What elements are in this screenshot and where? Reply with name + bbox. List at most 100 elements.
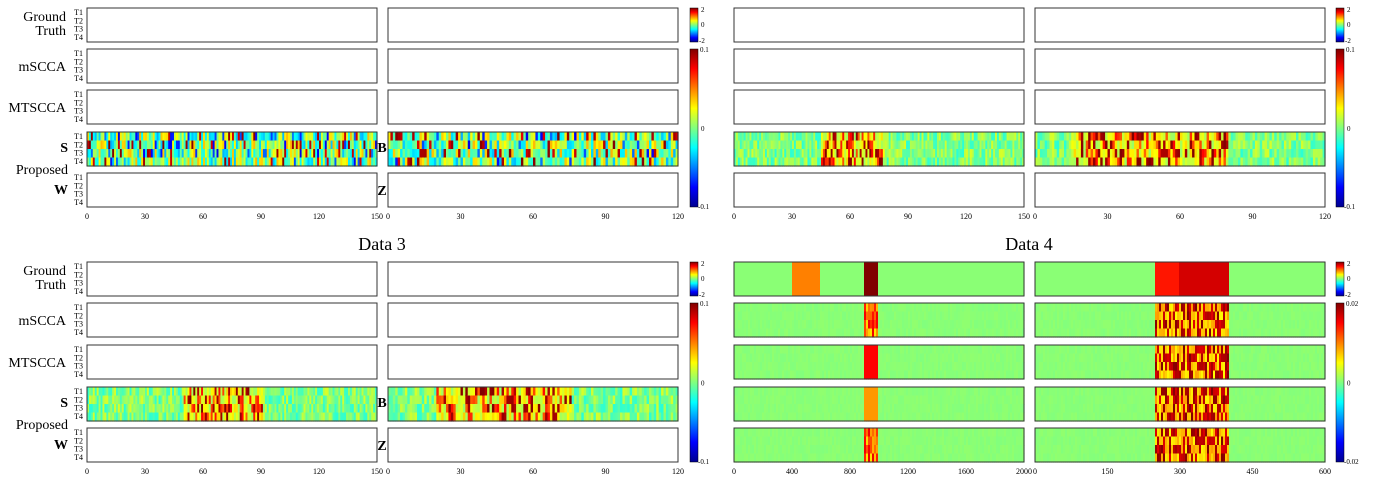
heatmap-cell (315, 395, 318, 405)
heatmap-cell (858, 303, 861, 313)
heatmap-cell (744, 404, 747, 414)
heatmap-cell (886, 132, 890, 142)
heatmap-cell (882, 320, 885, 330)
heatmap-cell (995, 157, 998, 167)
heatmap-cell (946, 370, 949, 380)
heatmap-cell (179, 149, 183, 159)
heatmap-cell (793, 157, 797, 167)
heatmap-cell (822, 345, 825, 355)
heatmap-cell (877, 140, 880, 150)
heatmap-cell (528, 412, 532, 422)
heatmap-cell (322, 395, 326, 405)
heatmap-cell (1068, 149, 1072, 159)
heatmap-cell (876, 370, 879, 380)
heatmap-cell (739, 140, 743, 150)
heatmap-cell (1000, 353, 1003, 363)
heatmap-cell (133, 412, 136, 422)
heatmap-cell (629, 395, 633, 405)
heatmap-cell (675, 412, 679, 422)
heatmap-cell (834, 320, 837, 330)
heatmap-cell (1276, 149, 1280, 159)
heatmap-cell (299, 404, 303, 414)
heatmap-cell (295, 149, 299, 159)
heatmap-cell (1192, 140, 1196, 150)
heatmap-cell (156, 404, 160, 414)
heatmap-cell (734, 140, 737, 150)
heatmap-cell (632, 132, 636, 142)
heatmap-cell (409, 149, 413, 159)
heatmap-cell (264, 412, 268, 422)
heatmap-cell (443, 149, 447, 159)
heatmap-cell (916, 353, 919, 363)
heatmap-cell (433, 404, 437, 414)
heatmap-cell (1303, 132, 1307, 142)
heatmap-cell (249, 157, 252, 167)
heatmap-cell (902, 157, 905, 167)
heatmap-cell (1054, 132, 1058, 142)
heatmap-cell (649, 387, 653, 397)
heatmap-cell (375, 157, 378, 167)
heatmap-cell (195, 132, 198, 142)
heatmap-cell (766, 328, 769, 338)
heatmap-cell (197, 140, 200, 150)
heatmap-cell (1095, 132, 1099, 142)
heatmap-cell (257, 404, 260, 414)
heatmap-cell (865, 132, 868, 142)
heatmap-cell (193, 132, 196, 142)
heatmap-cell (365, 132, 368, 142)
heatmap-cell (836, 311, 839, 321)
heatmap-cell (964, 328, 967, 338)
heatmap-cell (537, 387, 541, 397)
heatmap-cell (790, 345, 793, 355)
heatmap-cell (919, 140, 923, 150)
heatmap-cell (259, 157, 262, 167)
heatmap-cell (479, 140, 483, 150)
heatmap-cell (958, 311, 961, 321)
heatmap-cell (822, 140, 826, 150)
heatmap-cell (576, 412, 580, 422)
heatmap-cell (241, 140, 245, 150)
heatmap-cell (443, 132, 447, 142)
heatmap-cell (504, 149, 508, 159)
heatmap-cell (1136, 132, 1140, 142)
heatmap-cell (753, 140, 756, 150)
heatmap-cell (983, 149, 986, 159)
heatmap-cell (612, 132, 616, 142)
heatmap-cell (588, 395, 592, 405)
heatmap-cell (189, 395, 192, 405)
heatmap-cell (119, 157, 123, 167)
heatmap-cell (1196, 132, 1200, 142)
heatmap-cell (87, 404, 90, 414)
heatmap-cell (670, 395, 674, 405)
heatmap-cell (807, 149, 810, 159)
heatmap-cell (355, 404, 359, 414)
heatmap-cell (232, 404, 235, 414)
heatmap-cell (748, 320, 751, 330)
heatmap-cell (1170, 149, 1174, 159)
heatmap-cell (222, 140, 225, 150)
heatmap-cell (344, 404, 347, 414)
heatmap-cell (467, 132, 471, 142)
heatmap-cell (954, 262, 957, 296)
heatmap-cell (1016, 149, 1019, 159)
heatmap-cell (1051, 157, 1055, 167)
heatmap-cell (632, 387, 636, 397)
heatmap-cell (249, 404, 252, 414)
heatmap-cell (814, 320, 817, 330)
heatmap-cell (216, 404, 220, 414)
heatmap-cell (832, 370, 835, 380)
heatmap-cell (790, 404, 793, 414)
heatmap-cell (465, 412, 469, 422)
heatmap-right-mtscca (387, 344, 679, 380)
heatmap-cell (214, 412, 218, 422)
heatmap-cell (1218, 140, 1222, 150)
heatmap-cell (900, 311, 903, 321)
heatmap-cell (610, 412, 614, 422)
heatmap-cell (776, 157, 780, 167)
heatmap-cell (1122, 157, 1126, 167)
heatmap-cell (595, 395, 599, 405)
heatmap-cell (756, 353, 759, 363)
heatmap-cell (830, 362, 833, 372)
heatmap-cell (506, 395, 510, 405)
